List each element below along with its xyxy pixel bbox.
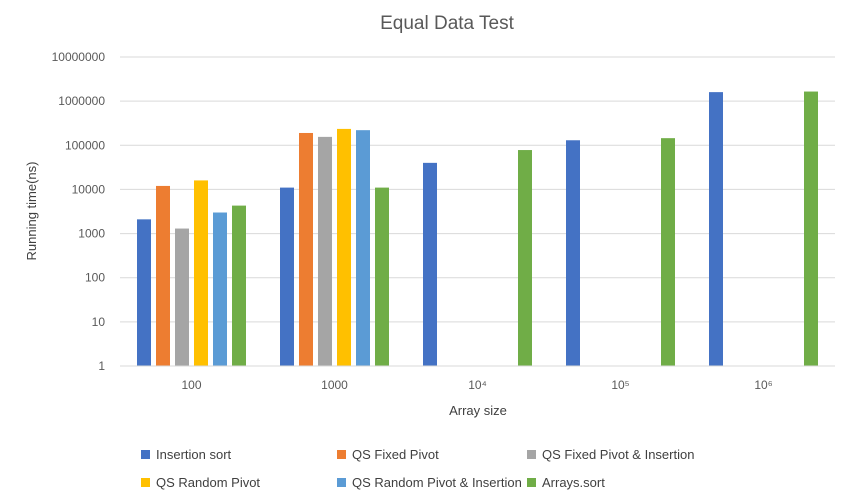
bar-insertion-sort-1 [280,187,294,366]
bar-arrays-sort-2 [518,150,532,366]
bar-qs-random-pivot-0 [194,180,208,366]
y-tick-label: 1000000 [58,94,105,108]
x-tick-label: 10⁵ [611,378,629,392]
y-tick-label: 10000 [72,182,106,196]
y-tick-label: 10000000 [52,50,106,64]
x-axis-ticks: 100 1000 10⁴ 10⁵ 10⁶ [181,378,772,392]
gridlines [120,56,835,323]
x-axis-label: Array size [449,403,507,418]
bar-arrays-sort-4 [804,91,818,367]
y-tick-label: 10 [92,315,106,329]
y-tick-label: 1 [98,359,105,373]
y-tick-label: 1000 [78,227,105,241]
bar-qs-fixed-pivot-1 [299,132,313,366]
chart-title: Equal Data Test [380,13,515,34]
bar-insertion-sort-2 [423,162,437,366]
bar-insertion-sort-4 [709,92,723,366]
bar-arrays-sort-0 [232,205,246,366]
x-tick-label: 10⁴ [468,378,487,392]
bar-qs-fixed-pivot-0 [156,185,170,366]
bar-qs-random-pivot-insertion-1 [356,130,370,366]
y-tick-label: 100 [85,271,105,285]
bar-arrays-sort-3 [661,138,675,366]
bar-qs-random-pivot-1 [337,128,351,366]
bar-qs-random-pivot-insertion-0 [213,212,227,366]
bar-insertion-sort-0 [137,219,151,366]
y-axis-ticks: 1 10 100 1000 10000 100000 1000000 10000000 [52,50,106,373]
x-tick-label: 10⁶ [754,378,772,392]
bar-arrays-sort-1 [375,187,389,366]
y-tick-label: 100000 [65,138,105,152]
bar-qs-fixed-pivot-insertion-1 [318,136,332,366]
bar-insertion-sort-3 [566,140,580,366]
y-axis-label: Running time(ns) [24,162,39,261]
bar-qs-fixed-pivot-insertion-0 [175,228,189,366]
bars [137,91,818,367]
x-tick-label: 1000 [321,378,348,392]
x-tick-label: 100 [181,378,201,392]
